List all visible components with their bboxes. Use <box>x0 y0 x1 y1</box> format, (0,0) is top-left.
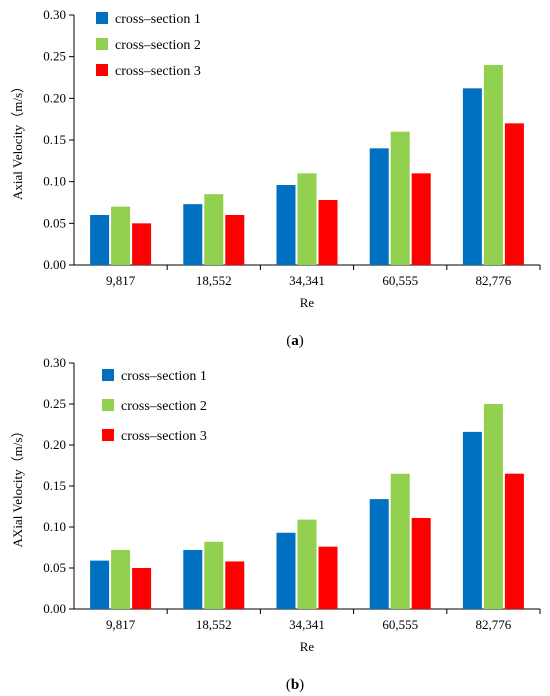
bar-series-1 <box>462 88 482 265</box>
bar-series-3 <box>132 568 152 609</box>
legend-swatch-1 <box>96 12 108 24</box>
bar-series-2 <box>483 65 503 265</box>
caption-letter: b <box>291 677 299 693</box>
y-tick-label: 0.10 <box>43 174 66 189</box>
bar-series-1 <box>369 499 389 609</box>
legend-label-3: cross–section 3 <box>121 429 207 444</box>
bar-series-1 <box>183 549 203 609</box>
bar-series-3 <box>411 517 431 609</box>
bar-series-3 <box>318 546 338 609</box>
y-tick-label: 0.25 <box>43 49 66 64</box>
bar-series-1 <box>369 148 389 265</box>
bar-series-2 <box>390 473 410 609</box>
y-tick-label: 0.20 <box>43 437 66 452</box>
legend-label-2: cross–section 2 <box>121 399 207 414</box>
bar-series-3 <box>225 561 245 609</box>
legend-swatch-2 <box>102 399 114 411</box>
y-tick-label: 0.30 <box>43 355 66 370</box>
y-tick-label: 0.00 <box>43 257 66 272</box>
legend-swatch-3 <box>96 64 108 76</box>
x-tick-label: 82,776 <box>476 617 512 632</box>
bar-series-2 <box>111 549 131 609</box>
bar-series-2 <box>483 404 503 609</box>
bar-series-2 <box>204 541 224 609</box>
legend-label-3: cross–section 3 <box>115 64 201 79</box>
x-tick-label: 18,552 <box>196 273 232 288</box>
bar-series-2 <box>111 206 131 265</box>
x-axis-title: Re <box>300 639 315 654</box>
bar-series-1 <box>183 204 203 265</box>
x-tick-label: 18,552 <box>196 617 232 632</box>
legend-label-2: cross–section 2 <box>115 38 201 53</box>
y-tick-label: 0.15 <box>43 132 66 147</box>
caption-letter: a <box>291 333 299 348</box>
y-axis-title: Axial Velocity（m/s） <box>10 80 25 200</box>
caption-open: ( <box>286 677 291 693</box>
x-tick-label: 82,776 <box>476 273 512 288</box>
bar-chart-a: 0.00 0.05 0.10 0.15 0.20 0.25 0.30 9,817 18,552 3… <box>10 7 541 348</box>
bar-series-1 <box>276 532 296 609</box>
chart-panel-a: 0.00 0.05 0.10 0.15 0.20 0.25 0.30 9,817 18,552 3… <box>10 7 541 348</box>
y-axis-title: AXial Velocity（m/s） <box>10 425 25 548</box>
bar-chart-b: 0.00 0.05 0.10 0.15 0.20 0.25 0.30 9,817 18,552 3… <box>10 355 541 693</box>
bar-series-2 <box>297 173 317 265</box>
x-tick-label: 9,817 <box>106 273 136 288</box>
x-tick-label: 34,341 <box>289 273 325 288</box>
x-tick-label: 9,817 <box>106 617 136 632</box>
legend-swatch-3 <box>102 429 114 441</box>
bar-series-1 <box>90 215 110 265</box>
y-tick-label: 0.15 <box>43 478 66 493</box>
legend-label-1: cross–section 1 <box>115 12 201 27</box>
bar-series-3 <box>504 473 524 609</box>
bar-series-3 <box>504 123 524 265</box>
x-tick-label: 34,341 <box>289 617 325 632</box>
caption-close: ) <box>299 333 304 348</box>
bar-series-3 <box>411 173 431 265</box>
x-tick-label: 60,555 <box>382 273 418 288</box>
bar-series-1 <box>462 431 482 609</box>
bar-series-1 <box>276 185 296 265</box>
y-tick-label: 0.25 <box>43 396 66 411</box>
legend-swatch-1 <box>102 369 114 381</box>
legend-label-1: cross–section 1 <box>121 369 207 384</box>
y-tick-label: 0.05 <box>43 215 66 230</box>
y-tick-label: 0.20 <box>43 90 66 105</box>
bar-series-2 <box>390 131 410 265</box>
x-tick-label: 60,555 <box>382 617 418 632</box>
bar-series-3 <box>132 223 152 265</box>
panel-caption: (b) <box>286 677 304 693</box>
y-tick-label: 0.00 <box>43 601 66 616</box>
y-tick-label: 0.30 <box>43 7 66 22</box>
caption-close: ) <box>299 677 304 693</box>
legend-swatch-2 <box>96 38 108 50</box>
caption-open: ( <box>286 333 291 348</box>
bar-series-3 <box>225 215 245 265</box>
panel-caption: (a) <box>286 333 304 348</box>
bar-series-2 <box>204 194 224 265</box>
y-tick-label: 0.05 <box>43 560 66 575</box>
bar-series-1 <box>90 560 110 609</box>
bar-series-3 <box>318 200 338 265</box>
bar-series-2 <box>297 519 317 609</box>
chart-panel-b: 0.00 0.05 0.10 0.15 0.20 0.25 0.30 9,817 18,552 3… <box>0 348 550 696</box>
y-tick-label: 0.10 <box>43 519 66 534</box>
x-axis-title: Re <box>300 295 315 310</box>
